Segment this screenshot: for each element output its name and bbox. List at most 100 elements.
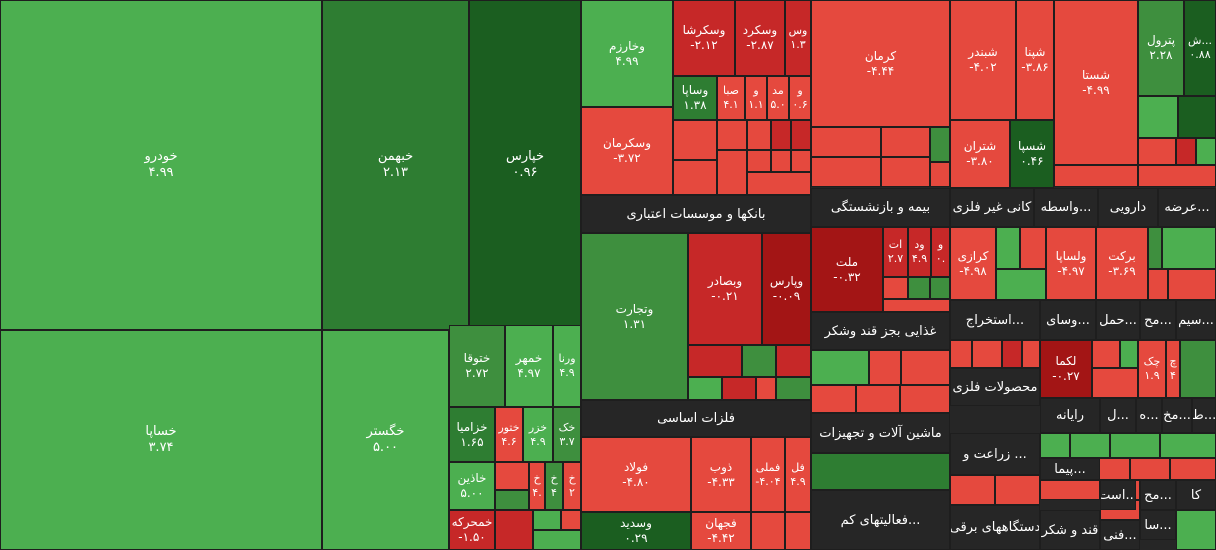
stock-tile[interactable] <box>811 385 856 413</box>
stock-tile[interactable] <box>771 120 791 150</box>
stock-tile[interactable] <box>495 462 529 490</box>
stock-tile[interactable] <box>811 453 950 490</box>
stock-tile[interactable] <box>688 377 722 400</box>
stock-tile[interactable] <box>811 157 881 187</box>
stock-tile[interactable] <box>1168 269 1216 300</box>
stock-tile[interactable] <box>1196 138 1216 165</box>
stock-tile[interactable]: خبهمن ۲.۱۳ <box>322 0 469 330</box>
stock-tile[interactable] <box>1160 433 1216 458</box>
stock-tile[interactable] <box>1040 480 1100 500</box>
stock-tile[interactable] <box>883 277 908 299</box>
stock-tile[interactable]: مد ۵.۰ <box>767 76 789 120</box>
stock-tile[interactable]: وتجارت ۱.۳۱ <box>581 233 688 400</box>
stock-tile[interactable] <box>1170 458 1216 480</box>
stock-tile[interactable]: ولساپا -۴.۹۷ <box>1046 227 1096 300</box>
stock-tile[interactable]: پترول ۲.۲۸ <box>1138 0 1184 96</box>
stock-tile[interactable]: و ۰.۶ <box>789 76 811 120</box>
stock-tile[interactable] <box>1110 433 1160 458</box>
stock-tile[interactable]: ملت -۰.۳۲ <box>811 227 883 312</box>
stock-tile[interactable] <box>1054 165 1138 187</box>
stock-tile[interactable]: شستا -۴.۹۹ <box>1054 0 1138 165</box>
stock-tile[interactable] <box>533 530 581 550</box>
stock-tile[interactable]: ود ۴.۹ <box>908 227 931 277</box>
stock-tile[interactable] <box>1180 340 1216 398</box>
stock-tile[interactable]: فولاد -۴.۸۰ <box>581 437 691 512</box>
stock-tile[interactable] <box>673 160 717 195</box>
stock-tile[interactable] <box>900 385 950 413</box>
stock-tile[interactable]: لکما -۰.۲۷ <box>1040 340 1092 398</box>
stock-tile[interactable]: خساپا ۳.۷۴ <box>0 330 322 550</box>
stock-tile[interactable] <box>1178 96 1216 138</box>
stock-tile[interactable] <box>1040 433 1070 458</box>
stock-tile[interactable] <box>811 350 869 385</box>
stock-tile[interactable] <box>495 490 529 510</box>
stock-tile[interactable]: کرازی -۴.۹۸ <box>950 227 996 300</box>
stock-tile[interactable]: شبندر -۴.۰۲ <box>950 0 1016 120</box>
stock-tile[interactable] <box>722 377 756 400</box>
stock-tile[interactable] <box>1176 138 1196 165</box>
stock-tile[interactable]: کرمان -۴.۴۴ <box>811 0 950 127</box>
stock-tile[interactable] <box>673 120 717 160</box>
stock-tile[interactable] <box>930 162 950 187</box>
stock-tile[interactable] <box>811 127 881 157</box>
stock-tile[interactable]: و ۱.۱ <box>745 76 767 120</box>
stock-tile[interactable]: وسدید ۰.۲۹ <box>581 512 691 550</box>
stock-tile[interactable]: چک ۱.۹ <box>1138 340 1166 398</box>
stock-tile[interactable] <box>995 475 1040 505</box>
stock-tile[interactable]: خزامیا ۱.۶۵ <box>449 407 495 462</box>
stock-tile[interactable] <box>901 350 950 385</box>
stock-tile[interactable]: و ۰. <box>931 227 950 277</box>
stock-tile[interactable]: برکت -۳.۶۹ <box>1096 227 1148 300</box>
stock-tile[interactable] <box>776 345 811 377</box>
stock-tile[interactable] <box>881 127 930 157</box>
stock-tile[interactable]: ختور ۴.۶ <box>495 407 523 462</box>
stock-tile[interactable] <box>561 510 581 530</box>
stock-tile[interactable]: وسکرد -۲.۸۷ <box>735 0 785 76</box>
stock-tile[interactable] <box>747 172 811 195</box>
stock-tile[interactable]: ش... ۰.۸۸ <box>1184 0 1216 96</box>
stock-tile[interactable] <box>717 150 747 195</box>
stock-tile[interactable] <box>1138 96 1178 138</box>
stock-tile[interactable]: وساپا ۱.۳۸ <box>673 76 717 120</box>
stock-tile[interactable] <box>747 150 771 172</box>
stock-tile[interactable] <box>688 345 742 377</box>
stock-tile[interactable]: شتران -۳.۸۰ <box>950 120 1010 188</box>
stock-tile[interactable]: خگستر ۵.۰۰ <box>322 330 449 550</box>
stock-tile[interactable] <box>791 120 811 150</box>
stock-tile[interactable]: ختوقا ۲.۷۲ <box>449 325 505 407</box>
stock-tile[interactable] <box>1092 368 1138 398</box>
stock-tile[interactable] <box>883 299 950 312</box>
stock-tile[interactable] <box>1162 227 1216 269</box>
stock-tile[interactable] <box>771 150 791 172</box>
stock-tile[interactable]: خاذین ۵.۰۰ <box>449 462 495 510</box>
stock-tile[interactable] <box>1148 269 1168 300</box>
stock-tile[interactable]: ورنا ۴.۹ <box>553 325 581 407</box>
stock-tile[interactable]: خزر ۴.۹ <box>523 407 553 462</box>
stock-tile[interactable] <box>1120 340 1138 368</box>
stock-tile[interactable]: وخارزم ۴.۹۹ <box>581 0 673 107</box>
stock-tile[interactable]: وس ۱.۳ <box>785 0 811 76</box>
stock-tile[interactable] <box>1022 340 1040 368</box>
stock-tile[interactable] <box>1020 227 1046 269</box>
stock-tile[interactable] <box>869 350 901 385</box>
stock-tile[interactable] <box>785 512 811 550</box>
stock-tile[interactable]: خ ۴. <box>529 462 545 510</box>
stock-tile[interactable]: ذوب -۴.۳۳ <box>691 437 751 512</box>
stock-tile[interactable] <box>756 377 776 400</box>
stock-tile[interactable] <box>930 277 950 299</box>
stock-tile[interactable]: صبا ۴.۱ <box>717 76 745 120</box>
stock-tile[interactable] <box>996 269 1046 300</box>
stock-tile[interactable] <box>776 377 811 400</box>
stock-tile[interactable]: وسکرمان -۳.۷۲ <box>581 107 673 195</box>
stock-tile[interactable]: وپارس -۰.۰۹ <box>762 233 811 345</box>
stock-tile[interactable]: شسپا ۰.۴۶ <box>1010 120 1054 188</box>
stock-tile[interactable] <box>1092 340 1120 368</box>
stock-tile[interactable]: خودرو ۴.۹۹ <box>0 0 322 330</box>
stock-tile[interactable]: خمهر ۴.۹۷ <box>505 325 553 407</box>
stock-tile[interactable] <box>908 277 930 299</box>
stock-tile[interactable] <box>717 120 747 150</box>
stock-tile[interactable]: فجهان -۴.۴۲ <box>691 512 751 550</box>
stock-tile[interactable] <box>1138 165 1216 187</box>
